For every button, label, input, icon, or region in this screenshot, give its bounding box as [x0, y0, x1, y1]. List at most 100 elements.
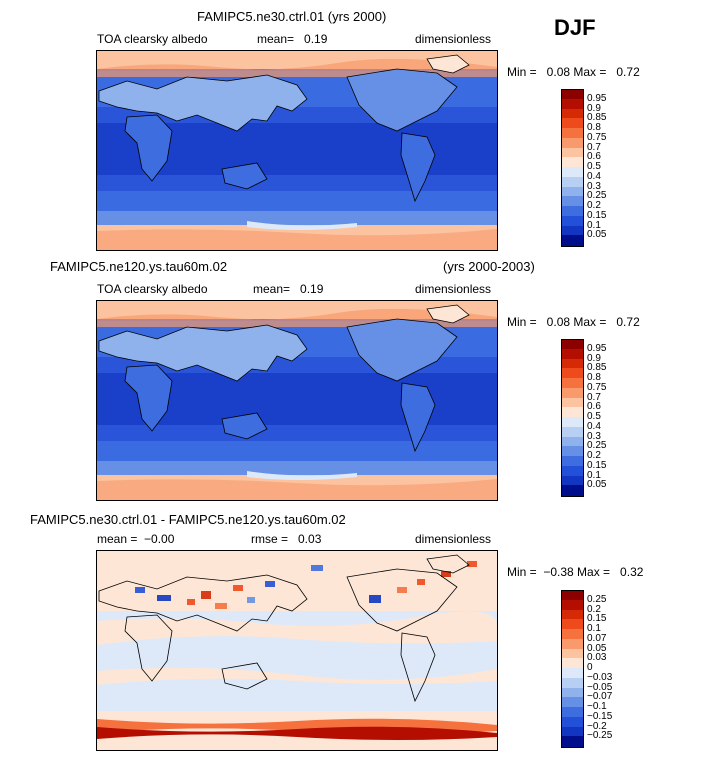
panel1-mean: mean= 0.19 [257, 32, 328, 46]
colorbar-swatch [561, 128, 584, 139]
panel2-map-svg [97, 301, 497, 500]
panel2-years: (yrs 2000-2003) [443, 259, 535, 274]
panel1-variable: TOA clearsky albedo [97, 32, 208, 46]
colorbar-swatch [561, 426, 584, 437]
colorbar-swatch [561, 638, 584, 649]
colorbar-swatch [561, 629, 584, 640]
colorbar-swatch [561, 465, 584, 476]
panel2-title: FAMIPC5.ne120.ys.tau60m.02 [50, 259, 228, 274]
colorbar-swatch [561, 167, 584, 178]
colorbar-label: 0.85 [587, 362, 607, 374]
panel2-map [96, 300, 498, 501]
colorbar-swatch [561, 397, 584, 408]
colorbar-swatch [561, 677, 584, 688]
colorbar-label: 0.7 [587, 391, 601, 403]
colorbar-swatch [561, 716, 584, 727]
panel1-colorbar: 0.95 0.9 0.85 0.8 0.75 0.7 0.6 0.5 0.4 0.3 0.25 0.2… [561, 89, 621, 247]
colorbar-swatch [561, 176, 584, 187]
colorbar-swatch [561, 687, 584, 698]
colorbar-label: 0.2 [587, 450, 601, 461]
colorbar-label: 0.6 [587, 401, 601, 413]
panel1-map [96, 50, 498, 251]
colorbar-label: 0.7 [587, 141, 601, 153]
colorbar-swatch [561, 599, 584, 610]
colorbar-label: 0.05 [587, 642, 607, 654]
colorbar-swatch [561, 436, 584, 447]
colorbar-swatch [561, 609, 584, 620]
colorbar-swatch [561, 378, 584, 389]
colorbar-label: 0.3 [587, 180, 601, 192]
colorbar-label: 0.15 [587, 613, 607, 625]
season-label: DJF [554, 15, 596, 40]
colorbar-swatch [561, 157, 584, 168]
colorbar-swatch [561, 707, 584, 718]
colorbar-swatch [561, 407, 584, 418]
colorbar-swatch [561, 475, 584, 486]
colorbar-swatch [561, 668, 584, 679]
colorbar-label: 0.9 [587, 102, 601, 114]
colorbar-swatch [561, 339, 584, 351]
colorbar-swatch [561, 215, 584, 226]
colorbar-label: 0.03 [587, 652, 607, 664]
colorbar-label: 0.15 [587, 459, 607, 471]
panel3-min-max: Min = −0.38 Max = 0.32 [507, 565, 644, 579]
panel2-variable: TOA clearsky albedo [97, 282, 208, 296]
panel3-units: dimensionless [415, 532, 492, 546]
colorbar-label: 0.5 [587, 411, 601, 422]
panel1-min-max: Min = 0.08 Max = 0.72 [507, 65, 640, 79]
colorbar-swatch [561, 98, 584, 109]
colorbar-label: 0.5 [587, 161, 601, 172]
panel3-map [96, 550, 498, 751]
colorbar-swatch [561, 446, 584, 457]
colorbar-swatch [561, 235, 584, 247]
colorbar-label: 0.25 [587, 190, 607, 202]
colorbar-label: −0.03 [587, 671, 613, 683]
colorbar-label: 0.6 [587, 151, 601, 163]
colorbar-swatch [561, 118, 584, 129]
panel1-map-svg [97, 51, 497, 250]
colorbar-swatch [561, 387, 584, 398]
colorbar-label: 0.75 [587, 131, 607, 143]
colorbar-swatch [561, 697, 584, 708]
colorbar-label: 0.07 [587, 632, 607, 644]
panel3-colorbar: 0.25 0.2 0.15 0.1 0.07 0.05 0.03 0 −0.03 −0.05 −0.… [561, 590, 621, 748]
colorbar-label: 0.1 [587, 219, 601, 231]
colorbar-swatch [561, 658, 584, 669]
panel3-mean: mean = −0.00 [97, 532, 175, 546]
colorbar-label: 0.2 [587, 200, 601, 211]
colorbar-label: 0.9 [587, 352, 601, 364]
colorbar-label: 0.85 [587, 112, 607, 124]
colorbar-swatch [561, 456, 584, 467]
colorbar-label: −0.15 [587, 710, 613, 722]
colorbar-label: 0.1 [587, 623, 601, 634]
panel2-min-max: Min = 0.08 Max = 0.72 [507, 315, 640, 329]
colorbar-swatch [561, 108, 584, 119]
colorbar-label: 0.3 [587, 430, 601, 442]
colorbar-swatch [561, 89, 584, 101]
colorbar-swatch [561, 206, 584, 217]
colorbar-label: 0.4 [587, 420, 601, 432]
colorbar-swatch [561, 196, 584, 207]
colorbar-label: 0.75 [587, 381, 607, 393]
panel2-mean: mean= 0.19 [253, 282, 324, 296]
panel3-rmse: rmse = 0.03 [251, 532, 322, 546]
colorbar-label: 0.8 [587, 122, 601, 133]
panel2-units: dimensionless [415, 282, 492, 296]
colorbar-swatch [561, 590, 584, 602]
colorbar-label: −0.07 [587, 691, 613, 703]
colorbar-label: 0 [587, 662, 593, 673]
colorbar-swatch [561, 186, 584, 197]
colorbar-label: −0.25 [587, 730, 613, 742]
colorbar-swatch [561, 736, 584, 748]
colorbar-label: 0.8 [587, 372, 601, 383]
colorbar-swatch [561, 485, 584, 497]
colorbar-label: 0.05 [587, 479, 607, 491]
colorbar-swatch [561, 726, 584, 737]
colorbar-label: 0.25 [587, 440, 607, 452]
colorbar-swatch [561, 225, 584, 236]
colorbar-label: 0.05 [587, 229, 607, 241]
colorbar-swatch [561, 348, 584, 359]
colorbar-swatch [561, 417, 584, 428]
panel2-colorbar: 0.95 0.9 0.85 0.8 0.75 0.7 0.6 0.5 0.4 0.3 0.25 0.2… [561, 339, 621, 497]
colorbar-swatch [561, 137, 584, 148]
